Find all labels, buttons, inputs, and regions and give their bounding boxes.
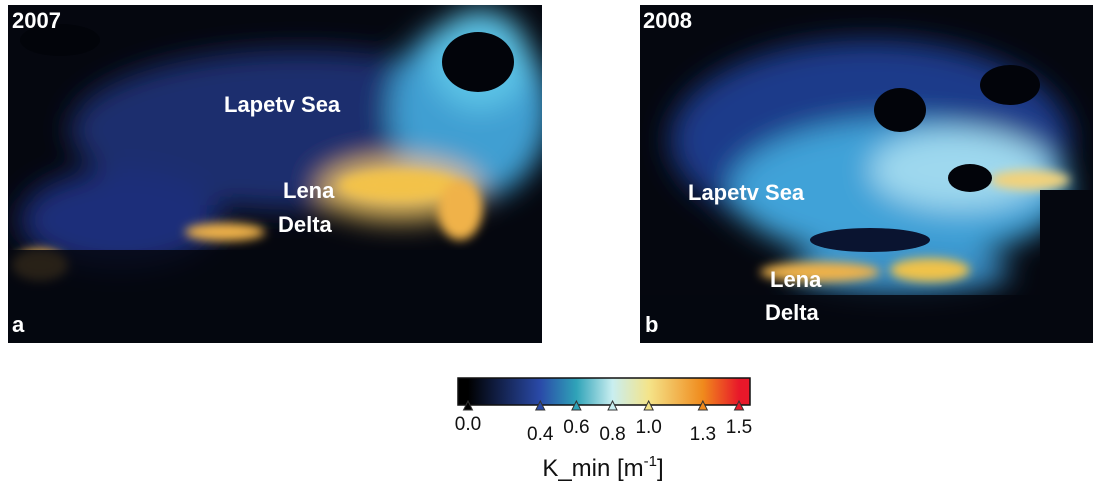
tick-label: 1.0	[635, 417, 661, 438]
delta-label: Lena	[770, 267, 822, 292]
delta-label: Delta	[765, 300, 820, 325]
year-label: 2007	[12, 8, 61, 33]
tick-label: 0.4	[527, 424, 554, 445]
year-label: 2008	[643, 8, 692, 33]
tick-label: 0.6	[563, 417, 589, 438]
colorbar-label-sup: -1	[644, 453, 657, 470]
tick-label: 0.0	[455, 414, 481, 435]
sea-label: Lapetv Sea	[224, 92, 341, 117]
colorbar	[458, 378, 750, 405]
colorbar-label-end: ]	[657, 455, 664, 482]
map-2007	[8, 5, 550, 343]
tick-label: 1.5	[726, 417, 752, 438]
tick-label: 1.3	[690, 424, 716, 445]
sea-label: Lapetv Sea	[688, 180, 805, 205]
colorbar-label-main: K_min [m	[542, 455, 643, 482]
panel-letter: b	[645, 312, 658, 337]
figure: 2007 Lapetv Sea Lena Delta a 2008 Lapetv Sea Le…	[0, 0, 1100, 490]
panel-letter: a	[12, 312, 25, 337]
delta-label: Delta	[278, 212, 333, 237]
colorbar-label: K_min [m-1]	[542, 453, 663, 482]
delta-label: Lena	[283, 178, 335, 203]
map-2008	[640, 5, 1093, 343]
tick-label: 0.8	[599, 424, 625, 445]
